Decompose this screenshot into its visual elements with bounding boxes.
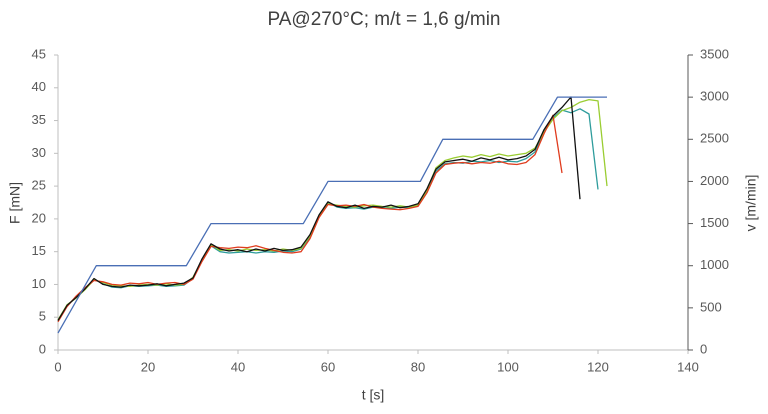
y2-tick-label: 3000 <box>700 89 729 104</box>
x-axis-label: t [s] <box>362 387 385 403</box>
y-tick-label: 10 <box>32 276 46 291</box>
x-tick-label: 0 <box>54 359 61 374</box>
y2-tick-label: 3500 <box>700 46 729 61</box>
series-line <box>57 108 599 322</box>
y-tick-label: 45 <box>32 46 46 61</box>
y-tick-label: 20 <box>32 210 46 225</box>
y2-tick-label: 1500 <box>700 215 729 230</box>
x-tick-label: 120 <box>587 359 609 374</box>
x-tick-label: 80 <box>411 359 425 374</box>
chart-title: PA@270°C; m/t = 1,6 g/min <box>268 9 501 30</box>
y2-tick-label: 500 <box>700 299 722 314</box>
series-line <box>57 114 563 323</box>
y-tick-label: 40 <box>32 79 46 94</box>
x-tick-label: 40 <box>231 359 245 374</box>
x-tick-label: 20 <box>141 359 155 374</box>
y2-tick-label: 2500 <box>700 131 729 146</box>
x-tick-label: 100 <box>497 359 519 374</box>
y-tick-label: 30 <box>32 145 46 160</box>
y2-tick-label: 2000 <box>700 173 729 188</box>
y-tick-label: 35 <box>32 112 46 127</box>
x-tick-label: 140 <box>677 359 699 374</box>
series-line <box>57 96 607 334</box>
y-tick-label: 5 <box>39 309 46 324</box>
series-line <box>57 96 581 321</box>
y-axis-label: F [mN] <box>7 182 23 224</box>
y-tick-label: 25 <box>32 178 46 193</box>
y-tick-label: 0 <box>39 341 46 356</box>
x-tick-label: 60 <box>321 359 335 374</box>
y2-tick-label: 1000 <box>700 257 729 272</box>
y-tick-label: 15 <box>32 243 46 258</box>
y2-axis-label: v [m/min] <box>743 175 759 232</box>
y2-tick-label: 0 <box>700 341 707 356</box>
